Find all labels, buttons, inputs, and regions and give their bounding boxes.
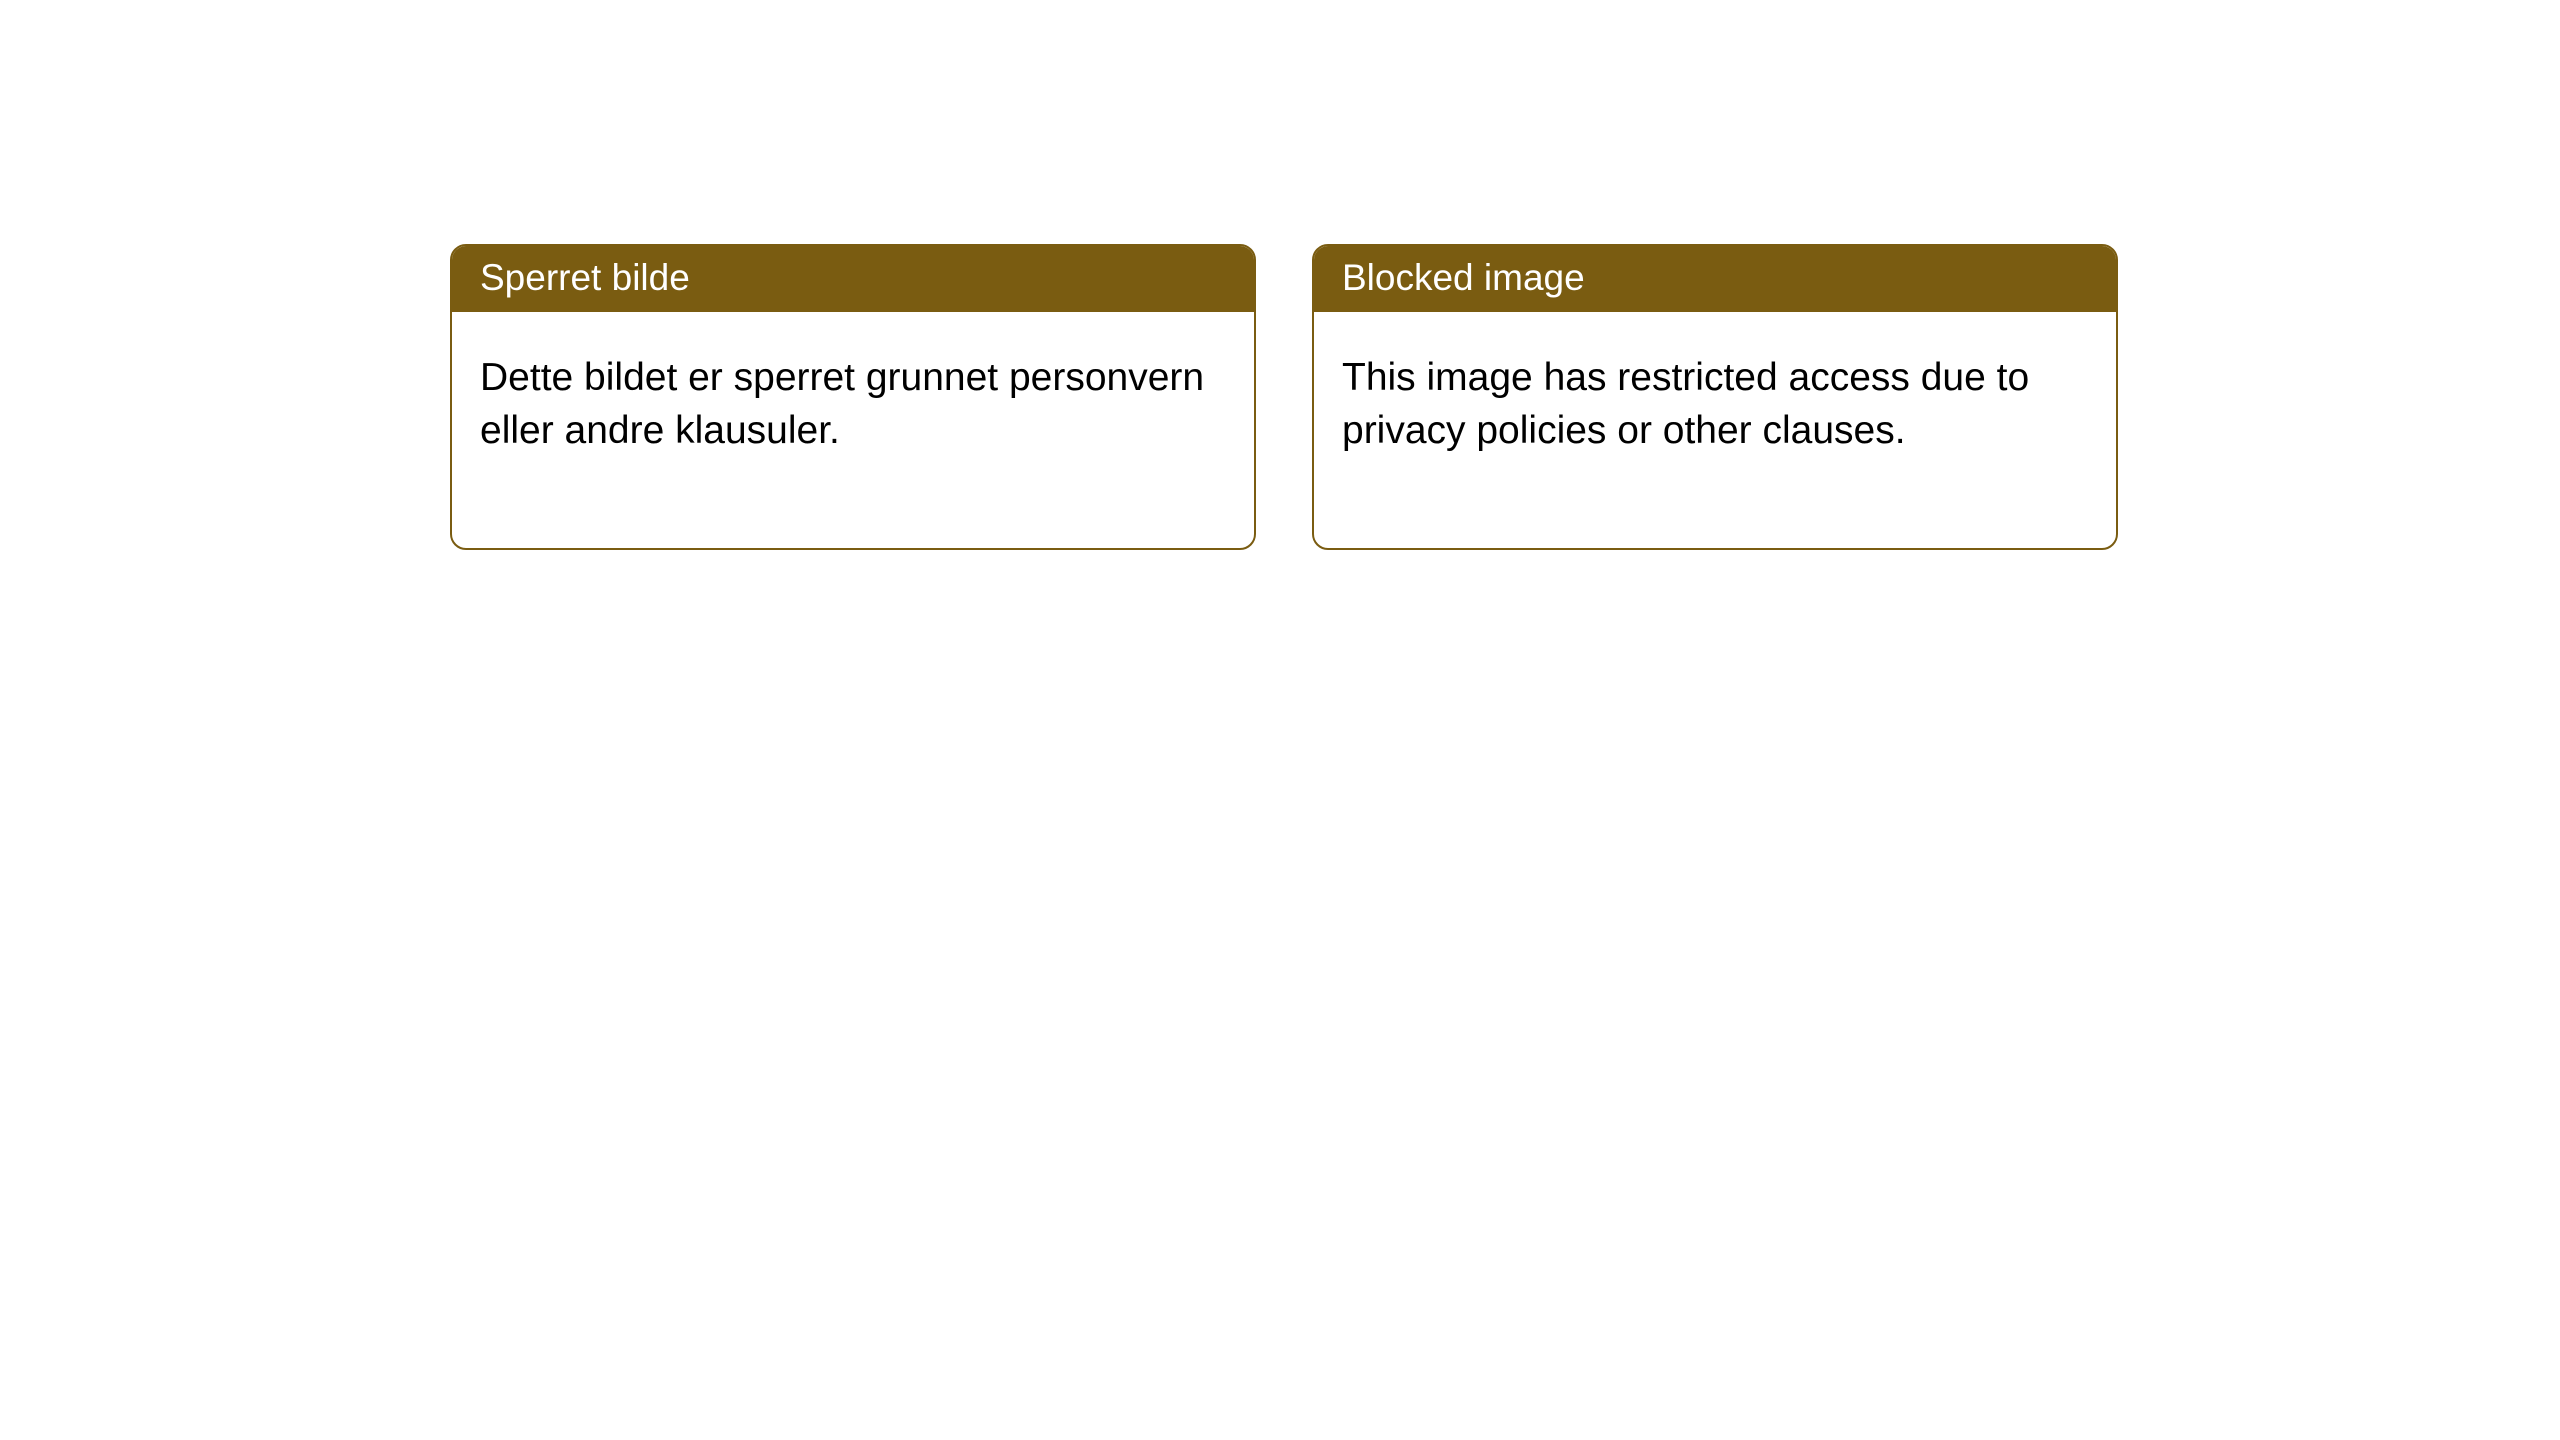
card-body: Dette bildet er sperret grunnet personve… xyxy=(452,312,1254,547)
notice-card-english: Blocked image This image has restricted … xyxy=(1312,244,2118,550)
card-header: Blocked image xyxy=(1314,246,2116,312)
notice-card-norwegian: Sperret bilde Dette bildet er sperret gr… xyxy=(450,244,1256,550)
card-body-text: Dette bildet er sperret grunnet personve… xyxy=(480,356,1204,452)
card-body-text: This image has restricted access due to … xyxy=(1342,356,2029,452)
card-header: Sperret bilde xyxy=(452,246,1254,312)
card-title: Sperret bilde xyxy=(480,257,690,298)
card-body: This image has restricted access due to … xyxy=(1314,312,2116,547)
card-title: Blocked image xyxy=(1342,257,1585,298)
notice-cards-container: Sperret bilde Dette bildet er sperret gr… xyxy=(0,0,2560,550)
